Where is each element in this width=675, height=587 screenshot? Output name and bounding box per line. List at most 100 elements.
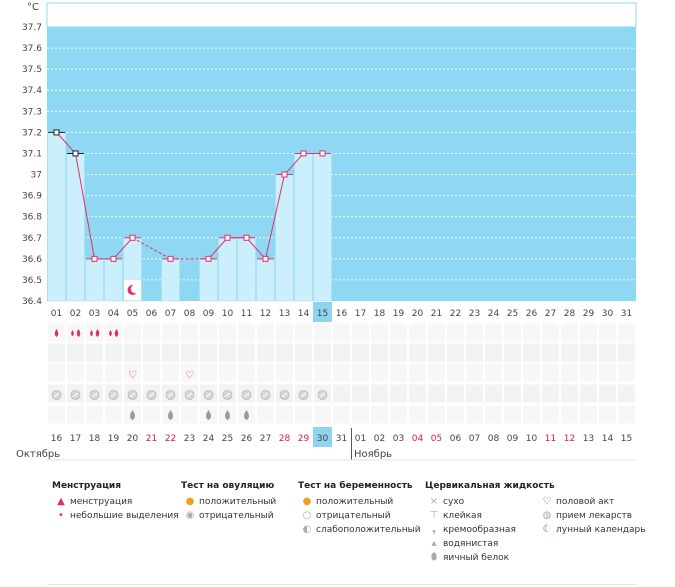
- cycle-day-row: 01 02 03 04 05 06 07 08 09 10 11 12 13 14 15 16 17 18 19 20…: [51, 302, 632, 322]
- y-tick-label: 36.4: [22, 297, 42, 307]
- grid-cell: [123, 362, 142, 383]
- data-point: [205, 255, 212, 262]
- grid-cell: [256, 322, 275, 343]
- grid-cell: [446, 342, 465, 363]
- current-date-highlight: [313, 427, 332, 447]
- grid-cell: [427, 362, 446, 383]
- grid-cell: [370, 322, 389, 343]
- grid-cell: [161, 322, 180, 343]
- grid-cell: [256, 404, 275, 425]
- grid-cell: [142, 342, 161, 363]
- grid-cell: [294, 342, 313, 363]
- calendar-date-label: 21: [146, 434, 157, 444]
- grid-cell: [66, 342, 85, 363]
- legend-item: ☾ лунный календарь: [538, 523, 646, 537]
- fluid-drop-icon: [130, 410, 135, 420]
- egg-icon: ⬮: [430, 552, 438, 563]
- grid-cell: [465, 362, 484, 383]
- grid-cell: [541, 362, 560, 383]
- grid-cell: [408, 322, 427, 343]
- calendar-date-label: 01: [355, 434, 366, 444]
- grid-cell: [332, 362, 351, 383]
- data-point: [300, 150, 307, 157]
- grid-cell: [123, 322, 142, 343]
- calendar-date-label: 12: [564, 434, 575, 444]
- grid-cell: [446, 383, 465, 404]
- grid-cell: [66, 362, 85, 383]
- y-tick-label: 36.9: [22, 192, 42, 202]
- grid-cell: [598, 342, 617, 363]
- grid-cell: [161, 342, 180, 363]
- temperature-bar: [47, 132, 66, 302]
- grid-cell: [560, 322, 579, 343]
- sun-icon: ●: [302, 496, 312, 507]
- grid-cell: [218, 322, 237, 343]
- grid-cell: [275, 362, 294, 383]
- y-tick-labels: 37.7 37.6 37.5 37.4 37.3 37.2 37.1 37 36.9 36.8 36…: [22, 23, 42, 307]
- grid-cell: [389, 383, 408, 404]
- calendar-date-label: 28: [279, 434, 291, 444]
- pill-stripe: [243, 392, 250, 398]
- calendar-date-label: 30: [317, 434, 329, 444]
- cycle-day-label: 19: [393, 309, 405, 319]
- cross-icon: ×: [429, 496, 439, 507]
- grid-cell: [598, 404, 617, 425]
- heart-icon: ♡: [128, 370, 137, 381]
- grid-cell: [351, 362, 370, 383]
- grid-cell: [446, 404, 465, 425]
- grid-cell: [142, 404, 161, 425]
- pill-stripe: [91, 392, 98, 398]
- y-tick-label: 37.2: [22, 128, 42, 138]
- grid-cell: [237, 362, 256, 383]
- legend-item: ● положительный: [298, 495, 421, 509]
- grid-cell: [427, 342, 446, 363]
- pill-stripe: [167, 392, 174, 398]
- drop-icon: [114, 329, 119, 337]
- grid-cell: [294, 404, 313, 425]
- grid-cell: [85, 362, 104, 383]
- legend-ovulation: Тест на овуляцию ● положительный ◉ отрицат…: [181, 481, 276, 523]
- grid-cell: [560, 383, 579, 404]
- calendar-date-label: 27: [260, 434, 271, 444]
- cycle-day-label: 29: [583, 309, 595, 319]
- grid-cell: [47, 342, 66, 363]
- fluid-drop-icon: [206, 410, 211, 420]
- grid-cell: [104, 362, 123, 383]
- data-point: [319, 150, 326, 157]
- legend-item: ◍ прием лекарств: [538, 509, 646, 523]
- calendar-date-label: 15: [621, 434, 632, 444]
- data-point: [53, 129, 60, 136]
- small-drop-icon: ▴: [431, 538, 437, 549]
- line-segment: [56, 132, 76, 154]
- y-tick-label: 37.3: [22, 107, 42, 117]
- grid-cell: [332, 404, 351, 425]
- heart-icon: ♡: [542, 496, 552, 507]
- pill-stripe: [72, 392, 79, 398]
- y-tick-label: 37.5: [22, 65, 42, 75]
- grid-cell: [579, 362, 598, 383]
- drop-icon: [76, 329, 81, 337]
- grid-cell: [617, 342, 636, 363]
- grid-cell: [123, 342, 142, 363]
- legend-item: ▲ менструация: [52, 495, 179, 509]
- grid-cell: [484, 342, 503, 363]
- cycle-day-label: 14: [298, 309, 310, 319]
- pill-stripe: [205, 392, 212, 398]
- grid-cell: [579, 322, 598, 343]
- y-tick-label: 36.5: [22, 276, 42, 286]
- temperature-markers: [48, 129, 331, 262]
- cycle-day-label: 20: [412, 309, 424, 319]
- grid-cell: [579, 342, 598, 363]
- grid-cell: [332, 342, 351, 363]
- pill-stripe: [129, 392, 136, 398]
- grid-cell: [180, 322, 199, 343]
- data-point: [72, 150, 79, 157]
- grid-cell: [237, 342, 256, 363]
- drop-icon: [54, 329, 59, 337]
- drop-icon: [109, 330, 112, 337]
- chart-top-band: [46, 2, 637, 28]
- temperature-bar: [161, 258, 180, 302]
- cycle-day-label: 17: [355, 309, 366, 319]
- calendar-date-label: 07: [469, 434, 480, 444]
- grid-cell: [199, 342, 218, 363]
